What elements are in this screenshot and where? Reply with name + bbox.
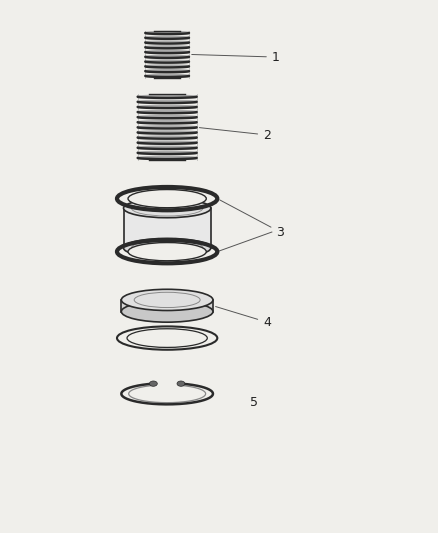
Text: 4: 4 <box>215 306 270 329</box>
Ellipse shape <box>149 381 157 386</box>
Ellipse shape <box>127 329 207 348</box>
Polygon shape <box>123 208 210 248</box>
Text: 2: 2 <box>199 127 270 141</box>
Ellipse shape <box>121 301 212 322</box>
Text: 1: 1 <box>191 51 279 63</box>
Ellipse shape <box>128 190 206 208</box>
Ellipse shape <box>123 199 210 217</box>
Polygon shape <box>121 300 212 312</box>
Text: 5: 5 <box>250 396 258 409</box>
Ellipse shape <box>128 243 206 261</box>
Ellipse shape <box>177 381 184 386</box>
Ellipse shape <box>121 289 212 311</box>
Ellipse shape <box>123 238 210 257</box>
Text: 3: 3 <box>219 200 283 239</box>
